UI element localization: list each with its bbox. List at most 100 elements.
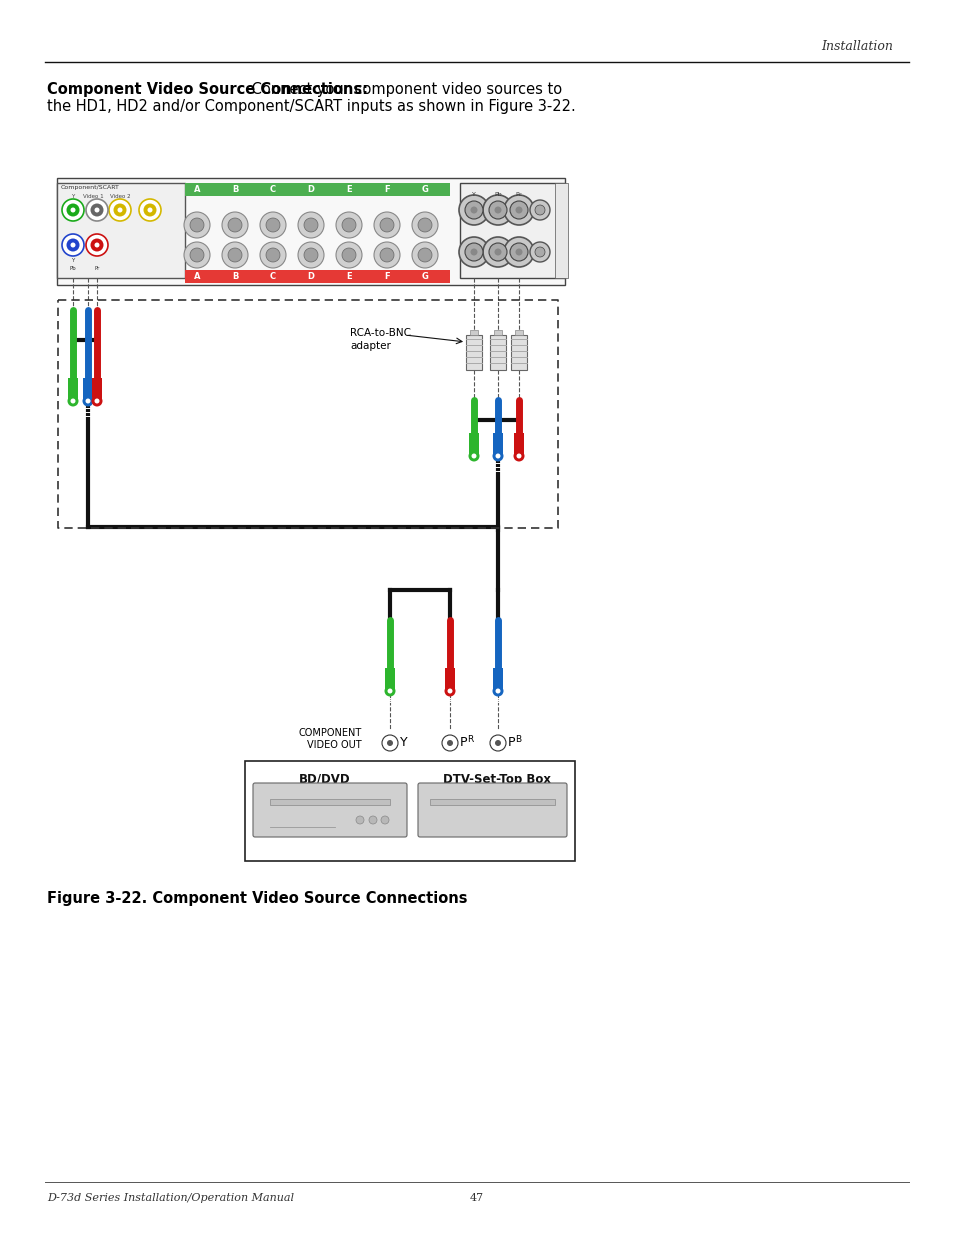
Circle shape — [67, 204, 79, 216]
Circle shape — [228, 248, 242, 262]
Circle shape — [412, 212, 437, 238]
FancyBboxPatch shape — [253, 783, 407, 837]
Text: Figure 3-22. Component Video Source Connections: Figure 3-22. Component Video Source Conn… — [47, 890, 467, 906]
Circle shape — [109, 199, 131, 221]
Circle shape — [297, 242, 324, 268]
Circle shape — [503, 237, 534, 267]
Text: Y: Y — [472, 193, 476, 198]
Circle shape — [228, 219, 242, 232]
Text: Y: Y — [399, 736, 407, 750]
Text: B: B — [232, 272, 238, 282]
Circle shape — [335, 212, 361, 238]
Text: Y: Y — [71, 258, 74, 263]
Circle shape — [113, 204, 127, 216]
Text: Installation: Installation — [821, 41, 892, 53]
Circle shape — [464, 201, 482, 219]
Circle shape — [297, 212, 324, 238]
Bar — [57, 183, 185, 278]
Circle shape — [62, 199, 84, 221]
Circle shape — [86, 399, 91, 404]
Circle shape — [447, 688, 452, 694]
Circle shape — [67, 238, 79, 252]
Bar — [459, 183, 564, 278]
Circle shape — [492, 451, 503, 462]
Text: P: P — [459, 736, 467, 750]
Circle shape — [82, 395, 93, 406]
Circle shape — [341, 248, 355, 262]
Text: R: R — [467, 736, 473, 745]
Bar — [57, 178, 564, 285]
Text: C: C — [270, 272, 275, 282]
Text: F: F — [384, 272, 390, 282]
Text: Pr: Pr — [94, 266, 99, 270]
Bar — [68, 378, 78, 400]
Text: BD/DVD: BD/DVD — [299, 773, 351, 785]
Circle shape — [492, 685, 503, 697]
Circle shape — [91, 238, 103, 252]
Text: B: B — [515, 736, 520, 745]
Circle shape — [91, 395, 102, 406]
Text: P: P — [507, 736, 515, 750]
Circle shape — [494, 248, 501, 256]
Circle shape — [417, 248, 432, 262]
Circle shape — [535, 247, 544, 257]
Bar — [515, 330, 522, 335]
Circle shape — [471, 453, 476, 458]
Text: Pc: Pc — [515, 193, 522, 198]
Circle shape — [304, 248, 317, 262]
Circle shape — [86, 199, 108, 221]
Circle shape — [530, 242, 550, 262]
Text: B: B — [232, 185, 238, 194]
Bar — [91, 378, 102, 400]
Circle shape — [266, 248, 280, 262]
Bar — [385, 668, 395, 690]
Circle shape — [71, 207, 75, 212]
Text: Y: Y — [71, 194, 74, 199]
Circle shape — [387, 740, 393, 746]
Bar — [185, 270, 450, 283]
Circle shape — [184, 242, 210, 268]
Circle shape — [94, 242, 99, 247]
Text: A: A — [193, 185, 200, 194]
Circle shape — [495, 740, 500, 746]
Circle shape — [516, 453, 521, 458]
Circle shape — [379, 219, 394, 232]
Bar — [270, 799, 390, 805]
Bar — [493, 433, 502, 454]
Circle shape — [381, 735, 397, 751]
Circle shape — [148, 207, 152, 212]
Text: G: G — [421, 272, 428, 282]
Circle shape — [444, 685, 455, 697]
Circle shape — [139, 199, 161, 221]
Text: D: D — [307, 185, 314, 194]
Circle shape — [260, 212, 286, 238]
Circle shape — [468, 451, 479, 462]
Circle shape — [530, 200, 550, 220]
Circle shape — [91, 204, 103, 216]
Bar — [493, 668, 502, 690]
Circle shape — [86, 233, 108, 256]
Circle shape — [489, 243, 506, 261]
Circle shape — [260, 242, 286, 268]
Circle shape — [335, 242, 361, 268]
Circle shape — [447, 740, 453, 746]
Text: COMPONENT
VIDEO OUT: COMPONENT VIDEO OUT — [298, 727, 361, 750]
Circle shape — [470, 248, 477, 256]
Circle shape — [222, 242, 248, 268]
Text: G: G — [421, 185, 428, 194]
Circle shape — [489, 201, 506, 219]
Circle shape — [374, 242, 399, 268]
Text: A: A — [193, 272, 200, 282]
Text: Pb: Pb — [70, 266, 76, 270]
Text: Video 1: Video 1 — [83, 194, 103, 199]
Circle shape — [494, 206, 501, 214]
Circle shape — [513, 451, 524, 462]
Circle shape — [384, 685, 395, 697]
Bar — [444, 668, 455, 690]
Bar — [555, 183, 567, 278]
Text: DTV-Set-Top Box
(DTV-STB): DTV-Set-Top Box (DTV-STB) — [443, 773, 551, 802]
Text: D-73d Series Installation/Operation Manual: D-73d Series Installation/Operation Manu… — [47, 1193, 294, 1203]
Circle shape — [464, 243, 482, 261]
Text: the HD1, HD2 and/or Component/SCART inputs as shown in Figure 3-22.: the HD1, HD2 and/or Component/SCART inpu… — [47, 99, 576, 114]
Circle shape — [374, 212, 399, 238]
